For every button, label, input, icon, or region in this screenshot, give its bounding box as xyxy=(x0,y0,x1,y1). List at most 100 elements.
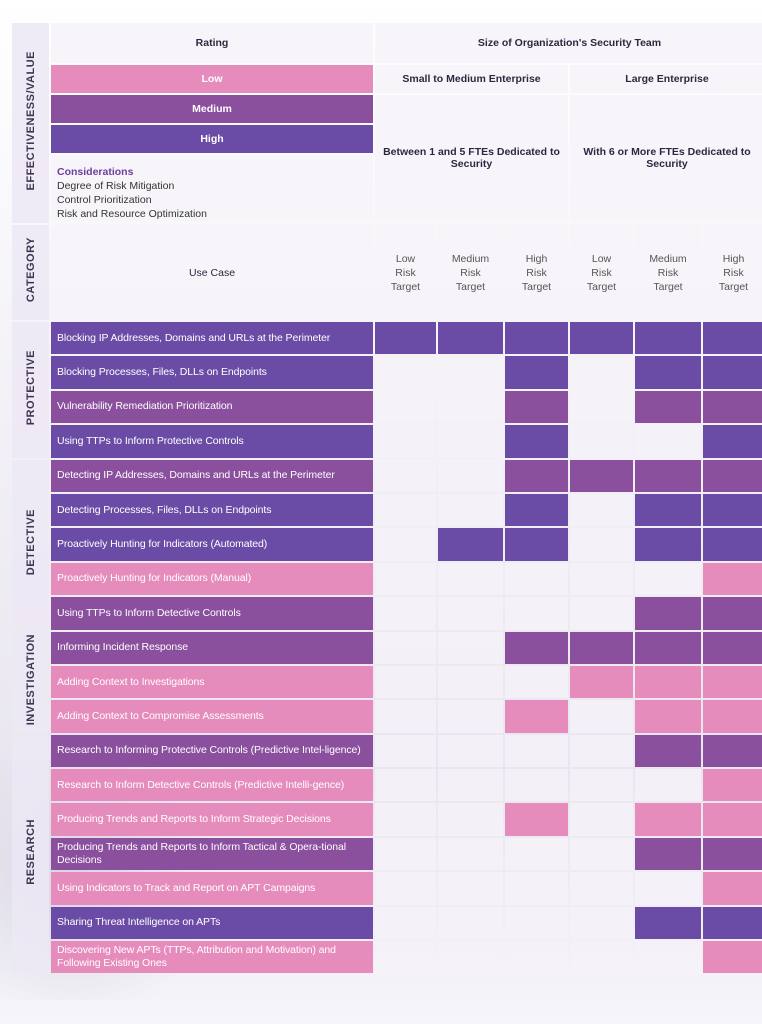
rating-cell-large-medium xyxy=(635,322,701,355)
rating-cell-sme-low xyxy=(375,528,436,561)
rating-cell-large-high xyxy=(703,390,762,424)
rating-cell-large-low xyxy=(570,941,633,974)
section-label-research: RESEARCH xyxy=(12,734,49,974)
use-case-label: Detecting Processes, Files, DLLs on Endp… xyxy=(51,493,373,527)
rating-cell-sme-high xyxy=(505,700,568,733)
rating-cell-large-low xyxy=(570,872,633,905)
rating-cell-sme-medium xyxy=(438,872,503,905)
consideration-item: Degree of Risk Mitigation xyxy=(57,180,175,192)
use-case-label: Research to Inform Detective Controls (P… xyxy=(51,769,373,802)
rating-cell-large-high xyxy=(703,734,762,768)
rating-cell-sme-low xyxy=(375,322,436,355)
rating-cell-large-low xyxy=(570,734,633,768)
rating-cell-sme-high xyxy=(505,390,568,424)
rating-cell-large-medium xyxy=(635,906,701,940)
rating-cell-sme-low xyxy=(375,872,436,905)
rating-cell-sme-low xyxy=(375,562,436,596)
rating-cell-sme-low xyxy=(375,665,436,699)
rating-cell-large-medium xyxy=(635,872,701,905)
rating-cell-sme-low xyxy=(375,631,436,664)
rating-cell-large-high xyxy=(703,562,762,596)
rating-cell-sme-low xyxy=(375,837,436,871)
sme-description: Between 1 and 5 FTEs Dedicated to Securi… xyxy=(375,95,568,221)
rating-cell-sme-high xyxy=(505,528,568,561)
rating-cell-sme-medium xyxy=(438,425,503,458)
rating-cell-sme-high xyxy=(505,769,568,802)
use-case-header: Use Case xyxy=(51,225,373,320)
rating-cell-large-high xyxy=(703,493,762,527)
target-sme-low: Low Risk Target xyxy=(375,225,436,320)
table-row: Proactively Hunting for Indicators (Manu… xyxy=(12,562,762,596)
rating-cell-large-low xyxy=(570,837,633,871)
considerations-box: Considerations Degree of Risk Mitigation… xyxy=(51,155,373,221)
rating-cell-sme-high xyxy=(505,734,568,768)
table-row: Producing Trends and Reports to Inform T… xyxy=(12,837,762,871)
rating-cell-sme-medium xyxy=(438,322,503,355)
rating-cell-sme-medium xyxy=(438,769,503,802)
use-case-label: Detecting IP Addresses, Domains and URLs… xyxy=(51,459,373,492)
rating-cell-large-medium xyxy=(635,390,701,424)
rating-cell-large-medium xyxy=(635,356,701,389)
use-case-label: Producing Trends and Reports to Inform T… xyxy=(51,837,373,871)
target-sme-medium: Medium Risk Target xyxy=(438,225,503,320)
rating-cell-large-low xyxy=(570,665,633,699)
rating-cell-sme-high xyxy=(505,872,568,905)
rating-cell-large-medium xyxy=(635,597,701,630)
rating-cell-sme-high xyxy=(505,322,568,355)
rating-low: Low xyxy=(51,65,373,93)
table-row: DETECTIVE Detecting IP Addresses, Domains… xyxy=(12,459,762,630)
team-size-header: Size of Organization's Security Team xyxy=(375,23,762,63)
table-row: Producing Trends and Reports to Inform S… xyxy=(12,803,762,836)
rating-cell-large-high xyxy=(703,837,762,871)
rating-cell-sme-medium xyxy=(438,665,503,699)
use-case-label: Proactively Hunting for Indicators (Auto… xyxy=(51,528,373,561)
use-case-label: Adding Context to Investigations xyxy=(51,665,373,699)
rating-cell-sme-high xyxy=(505,906,568,940)
section-label-investigation: INVESTIGATION xyxy=(12,631,49,733)
use-case-label: Proactively Hunting for Indicators (Manu… xyxy=(51,562,373,596)
rating-cell-sme-medium xyxy=(438,631,503,664)
rating-cell-large-high xyxy=(703,906,762,940)
rating-cell-large-low xyxy=(570,597,633,630)
rating-cell-large-medium xyxy=(635,493,701,527)
rating-cell-sme-low xyxy=(375,941,436,974)
table-row: Using TTPs to Inform Detective Controls xyxy=(12,597,762,630)
rating-cell-sme-medium xyxy=(438,390,503,424)
rating-cell-sme-high xyxy=(505,459,568,492)
use-case-label: Producing Trends and Reports to Inform S… xyxy=(51,803,373,836)
rating-cell-large-high xyxy=(703,597,762,630)
rating-cell-large-low xyxy=(570,906,633,940)
rating-cell-sme-low xyxy=(375,700,436,733)
rating-cell-sme-low xyxy=(375,734,436,768)
consideration-item: Risk and Resource Optimization xyxy=(57,208,207,220)
rating-cell-sme-high xyxy=(505,803,568,836)
rating-cell-large-low xyxy=(570,425,633,458)
table-row: Sharing Threat Intelligence on APTs xyxy=(12,906,762,940)
rating-cell-sme-medium xyxy=(438,597,503,630)
rating-cell-large-high xyxy=(703,769,762,802)
table-row: Using Indicators to Track and Report on … xyxy=(12,872,762,905)
rating-cell-large-medium xyxy=(635,700,701,733)
consideration-item: Control Prioritization xyxy=(57,194,152,206)
rating-cell-large-low xyxy=(570,700,633,733)
rating-cell-large-medium xyxy=(635,425,701,458)
table-row: Using TTPs to Inform Protective Controls xyxy=(12,425,762,458)
rating-cell-sme-low xyxy=(375,390,436,424)
rating-cell-sme-medium xyxy=(438,493,503,527)
target-sme-high: High Risk Target xyxy=(505,225,568,320)
rating-cell-large-medium xyxy=(635,528,701,561)
table-row: Proactively Hunting for Indicators (Auto… xyxy=(12,528,762,561)
use-case-label: Discovering New APTs (TTPs, Attribution … xyxy=(51,941,373,974)
rating-cell-large-high xyxy=(703,700,762,733)
rating-cell-large-low xyxy=(570,390,633,424)
rating-cell-sme-medium xyxy=(438,356,503,389)
rating-cell-sme-low xyxy=(375,597,436,630)
use-case-label: Informing Incident Response xyxy=(51,631,373,664)
section-label-protective: PROTECTIVE xyxy=(12,322,49,458)
rating-cell-large-high xyxy=(703,459,762,492)
rating-cell-large-low xyxy=(570,803,633,836)
use-case-label: Research to Informing Protective Control… xyxy=(51,734,373,768)
rating-cell-sme-medium xyxy=(438,459,503,492)
category-side-label: CATEGORY xyxy=(12,225,49,320)
rating-cell-sme-low xyxy=(375,493,436,527)
